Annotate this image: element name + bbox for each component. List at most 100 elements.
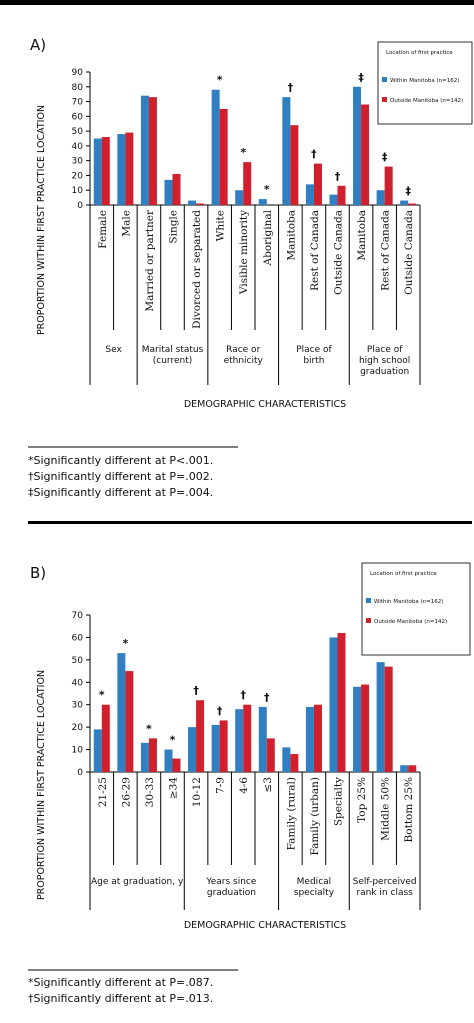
legend-swatch [382, 77, 387, 82]
x-tick-label: Divorced or separated [191, 210, 203, 329]
bar [282, 747, 291, 772]
significance-marker: * [99, 689, 105, 702]
bar [235, 190, 244, 205]
bar [172, 758, 181, 772]
bar [235, 709, 244, 772]
y-axis-label: PROPORTION WITHIN FIRST PRACTICE LOCATIO… [36, 105, 47, 335]
bar [172, 173, 181, 205]
x-tick-label: Married or partner [144, 209, 156, 312]
bar [408, 765, 417, 772]
x-tick-label: 4-6 [238, 777, 250, 794]
y-tick-label: 50 [72, 127, 84, 137]
x-tick-label: Manitoba [285, 210, 297, 261]
bar [211, 724, 220, 772]
legend-swatch [366, 598, 371, 603]
bar [125, 132, 134, 205]
x-tick-label: Outside Canada [403, 210, 415, 295]
significance-marker: * [146, 722, 152, 735]
x-tick-label: Specialty [333, 777, 345, 826]
panel-label: A) [30, 36, 46, 54]
bar [148, 97, 157, 205]
legend-box [361, 562, 471, 656]
bar [219, 720, 228, 772]
bar [313, 163, 322, 205]
x-tick-label: Manitoba [356, 210, 368, 261]
y-tick-label: 40 [72, 142, 84, 152]
bar [353, 86, 362, 205]
significance-marker: ‡ [382, 151, 388, 164]
y-tick-label: 20 [72, 723, 84, 733]
x-tick-label: ≥34 [168, 777, 180, 799]
bar [125, 671, 134, 772]
bar [196, 203, 205, 205]
y-tick-label: 10 [72, 746, 84, 756]
y-tick-label: 80 [72, 83, 84, 93]
x-tick-label: Top 25% [356, 777, 368, 823]
y-tick-label: 20 [72, 171, 84, 181]
bar [117, 653, 126, 772]
bar [266, 738, 275, 772]
bar [148, 738, 157, 772]
panel-divider [28, 521, 472, 524]
group-label: (current) [153, 356, 193, 366]
x-tick-label: Outside Canada [333, 210, 345, 295]
bar [164, 749, 173, 772]
group-label: high school [359, 356, 410, 366]
group-label: ethnicity [224, 356, 264, 366]
footnote: *Significantly different at P=.087. [28, 976, 213, 989]
x-tick-label: ≤3 [262, 777, 274, 792]
significance-marker: † [240, 689, 246, 702]
significance-marker: * [170, 734, 176, 747]
bar [376, 190, 385, 205]
x-tick-label: Family (urban) [309, 777, 321, 856]
bar [243, 704, 252, 772]
bar [400, 765, 409, 772]
y-tick-label: 10 [72, 186, 84, 196]
footnote: †Significantly different at P=.002. [28, 470, 213, 483]
legend-label: Outside Manitoba (n=142) [374, 619, 447, 625]
bar [329, 194, 338, 205]
significance-marker: † [311, 148, 317, 161]
bar [258, 706, 267, 772]
group-label: graduation [360, 367, 409, 377]
legend-swatch [382, 97, 387, 102]
group-label: Self-perceived [353, 877, 417, 887]
bar [290, 754, 299, 772]
x-tick-label: 21-25 [97, 777, 109, 807]
y-tick-label: 30 [72, 157, 84, 167]
y-tick-label: 70 [72, 611, 84, 621]
y-tick-label: 90 [72, 68, 84, 78]
significance-marker: † [217, 704, 223, 717]
bar [117, 134, 126, 205]
bar [353, 686, 362, 772]
bar [282, 97, 291, 205]
legend-title: Location of first practice [370, 571, 437, 577]
x-axis-label: DEMOGRAPHIC CHARACTERISTICS [184, 920, 346, 931]
bar [164, 179, 173, 205]
x-tick-label: Family (rural) [285, 777, 297, 850]
y-tick-label: 0 [77, 201, 83, 211]
legend-label: Outside Manitoba (n=142) [390, 98, 463, 104]
bar [93, 729, 102, 772]
bar [408, 203, 417, 205]
footnote: ‡Significantly different at P=.004. [28, 486, 213, 499]
group-label: Place of [367, 345, 403, 355]
x-tick-label: Visible minority [238, 210, 250, 295]
group-label: rank in class [356, 888, 413, 898]
bar [400, 200, 409, 205]
y-tick-label: 50 [72, 656, 84, 666]
footnote: *Significantly different at P<.001. [28, 454, 213, 467]
y-tick-label: 60 [72, 633, 84, 643]
significance-marker: ‡ [405, 185, 411, 198]
bar [305, 184, 314, 205]
group-label: Medical [297, 877, 331, 887]
footnote: †Significantly different at P=.013. [28, 992, 213, 1005]
bar [361, 104, 370, 205]
legend-swatch [366, 618, 371, 623]
significance-marker: † [264, 691, 270, 704]
group-label: Years since [205, 877, 256, 887]
bar [258, 199, 267, 205]
x-tick-label: 30-33 [144, 777, 156, 807]
significance-marker: † [288, 81, 294, 94]
